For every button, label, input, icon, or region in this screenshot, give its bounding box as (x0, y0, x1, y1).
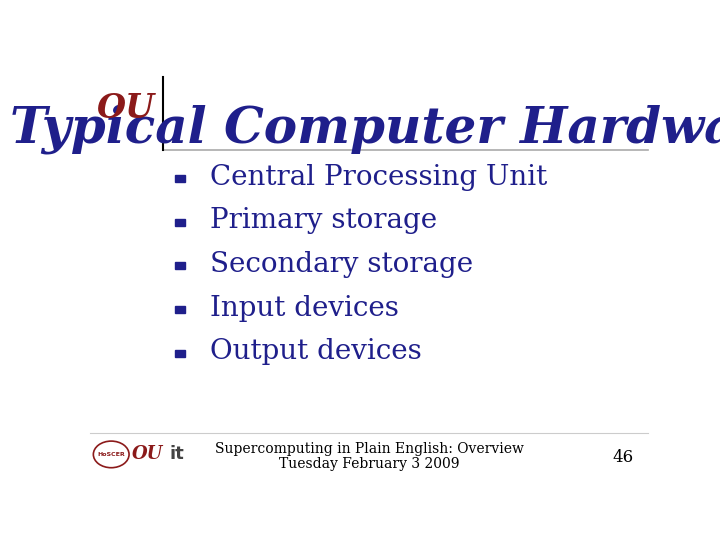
Text: Central Processing Unit: Central Processing Unit (210, 164, 547, 191)
Bar (176, 306, 185, 313)
Text: Secondary storage: Secondary storage (210, 251, 473, 278)
Text: HoSCER: HoSCER (97, 452, 125, 457)
Text: it: it (169, 446, 184, 463)
Text: Input devices: Input devices (210, 294, 399, 321)
Text: Typical Computer Hardware: Typical Computer Hardware (10, 104, 720, 154)
Bar (176, 175, 185, 182)
Text: OU: OU (132, 446, 163, 463)
Text: Supercomputing in Plain English: Overview: Supercomputing in Plain English: Overvie… (215, 442, 523, 456)
Bar (176, 262, 185, 269)
Circle shape (94, 441, 129, 468)
Text: Tuesday February 3 2009: Tuesday February 3 2009 (279, 457, 459, 471)
Bar (176, 349, 185, 357)
Text: 46: 46 (613, 449, 634, 466)
Text: OU: OU (97, 92, 156, 125)
Bar (176, 219, 185, 226)
Text: Output devices: Output devices (210, 338, 422, 365)
Text: Primary storage: Primary storage (210, 207, 437, 234)
